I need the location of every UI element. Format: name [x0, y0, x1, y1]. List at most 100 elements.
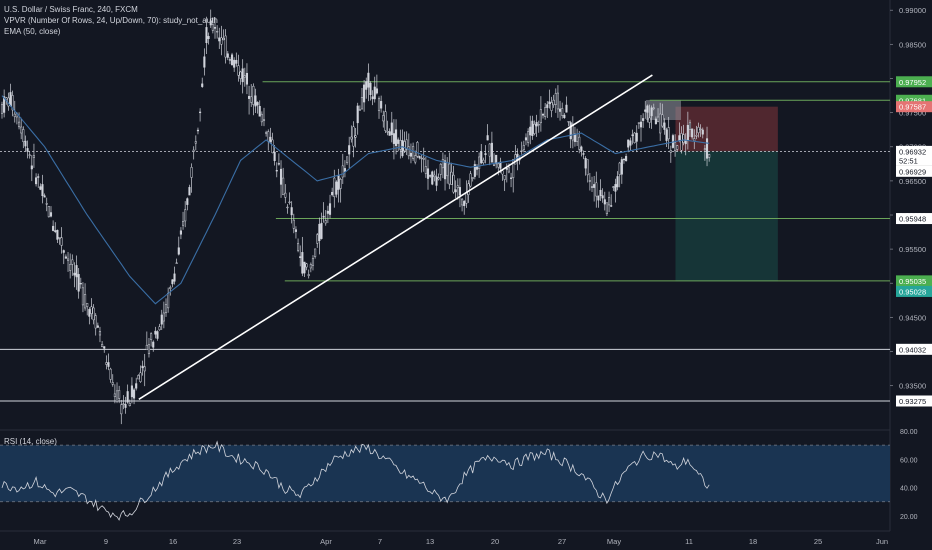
candle-body — [56, 229, 59, 240]
candle-body — [377, 98, 381, 111]
candle-body — [252, 85, 255, 105]
candle-body — [260, 113, 263, 123]
candle-body — [507, 166, 510, 173]
price-badge-label: 0.97952 — [899, 78, 926, 87]
candle-body — [392, 133, 395, 144]
candle-body — [688, 122, 692, 130]
candle-body — [571, 123, 574, 141]
candle-body — [603, 199, 606, 205]
candle-body — [341, 165, 344, 178]
time-tick-label: Jun — [876, 537, 888, 546]
candle-body — [403, 141, 406, 152]
vpvr-indicator-label[interactable]: VPVR (Number Of Rows, 24, Up/Down, 70): … — [4, 16, 218, 25]
candle-body — [480, 151, 483, 164]
candle-body — [182, 221, 185, 226]
candle-body — [426, 168, 430, 179]
candle-body — [122, 403, 125, 405]
candle-body — [708, 154, 711, 158]
candle-body — [343, 168, 346, 172]
price-badge-label: 0.97587 — [899, 103, 926, 112]
candle-body — [75, 265, 78, 278]
candle-body — [162, 312, 165, 322]
candle-body — [26, 148, 29, 152]
candle-body — [682, 134, 685, 143]
candle-body — [81, 287, 84, 306]
price-badge — [896, 145, 932, 157]
candle-body — [537, 124, 540, 126]
candle-body — [322, 215, 325, 218]
candle-body — [3, 96, 6, 113]
candle-body — [237, 65, 240, 76]
candle-body — [360, 97, 364, 110]
candle-body — [424, 166, 427, 174]
candle-body — [45, 203, 48, 205]
rsi-band — [0, 445, 890, 502]
candle-body — [680, 133, 683, 151]
candle-body — [143, 366, 146, 372]
candle-body — [497, 163, 500, 168]
trend-line-segment — [138, 74, 653, 400]
candle-body — [248, 95, 251, 99]
candle-body — [254, 95, 257, 107]
candle-body — [13, 113, 16, 117]
candle-body — [305, 263, 308, 268]
candle-body — [358, 109, 361, 111]
candle-body — [452, 174, 455, 193]
candle-body — [239, 71, 242, 79]
price-badge — [896, 213, 932, 225]
candle-body — [32, 155, 36, 158]
candle-body — [205, 27, 208, 44]
candle-body — [101, 344, 104, 348]
time-axis[interactable]: Mar 9 16 23 Apr 7 13 20 27 May 11 18 25 Jun — [34, 537, 889, 546]
candle-body — [184, 209, 187, 222]
candle-body — [576, 133, 579, 142]
candle-body — [642, 118, 645, 121]
trend-line[interactable] — [138, 74, 653, 400]
candle-body — [158, 326, 161, 331]
price-tick-label: 0.94500 — [899, 313, 926, 322]
candle-body — [241, 68, 244, 83]
candle-body — [86, 303, 89, 307]
candle-body — [320, 222, 323, 239]
candle-body — [194, 141, 197, 144]
symbol-title[interactable]: U.S. Dollar / Swiss Franc, 240, FXCM — [4, 5, 138, 14]
candle-body — [646, 105, 649, 113]
candle-body — [422, 157, 425, 160]
candle-body — [414, 155, 417, 163]
candle-body — [152, 341, 155, 348]
price-badge — [896, 76, 932, 88]
time-tick-label: 23 — [233, 537, 241, 546]
candle-body — [409, 152, 413, 157]
candle-body — [326, 210, 329, 214]
candle-body — [458, 187, 461, 196]
candle-body — [41, 184, 44, 196]
candle-body — [639, 121, 643, 128]
candle-body — [5, 97, 8, 101]
candle-body — [582, 153, 585, 155]
candle-body — [64, 256, 67, 259]
candle-body — [284, 192, 287, 198]
candle-body — [203, 56, 206, 68]
ema-indicator-label[interactable]: EMA (50, close) — [4, 27, 61, 36]
candle-body — [282, 177, 285, 196]
candle-body — [118, 390, 121, 399]
candle-body — [228, 59, 231, 61]
candle-body — [354, 135, 357, 138]
price-tick-label: 0.99000 — [899, 6, 926, 15]
candle-body — [290, 207, 293, 216]
ema-path — [1, 95, 710, 305]
candle-body — [213, 27, 217, 29]
rsi-legend[interactable]: RSI (14, close) — [4, 437, 57, 446]
time-tick-label: 20 — [491, 537, 499, 546]
candle-body — [418, 155, 421, 159]
candle-body — [243, 75, 246, 78]
candle-body — [128, 403, 131, 406]
candle-body — [220, 37, 223, 45]
candle-body — [556, 92, 559, 110]
candle-body — [160, 314, 163, 325]
candle-body — [601, 195, 604, 199]
candle-body — [567, 121, 570, 123]
candle-body — [546, 104, 549, 108]
candle-body — [650, 107, 653, 117]
